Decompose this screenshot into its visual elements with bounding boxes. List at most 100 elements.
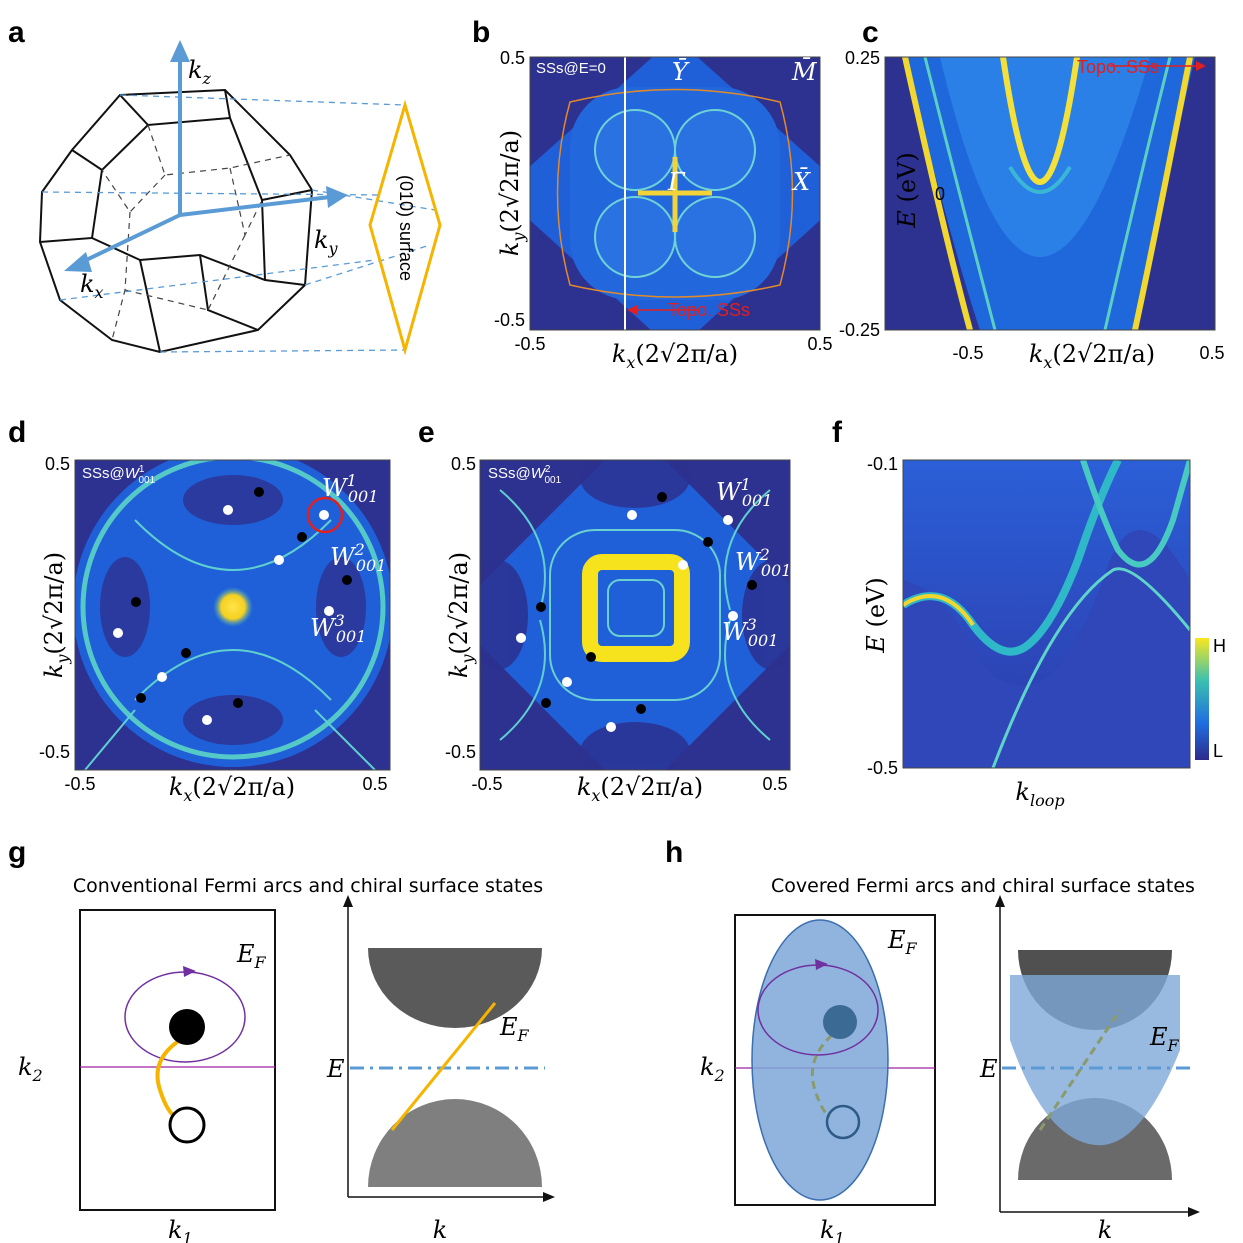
y-axis-label: ky(2√2π/a)	[445, 552, 477, 678]
sup: 1	[139, 464, 145, 475]
shape	[675, 197, 755, 277]
var: W	[716, 478, 743, 506]
shape	[157, 672, 167, 682]
shape	[140, 260, 160, 352]
panel-label: a	[8, 16, 25, 49]
var: E	[1149, 1023, 1168, 1051]
panel-f: f H L -0.1 -0.5 kloop E (eV)	[832, 416, 1226, 810]
fermi-arc	[158, 1040, 181, 1118]
heatmap	[903, 460, 1190, 768]
ef-label: EF	[499, 1013, 530, 1045]
var: k	[577, 773, 592, 801]
panel-a: a (010) surface kz ky kx	[8, 16, 440, 352]
y-tick-label: 0	[935, 184, 945, 204]
sub: loop	[1030, 791, 1065, 810]
var: E	[499, 1013, 518, 1041]
colorbar-label: H	[1213, 636, 1226, 656]
annotation: Topo. SSs	[1077, 57, 1159, 77]
y-tick-label: -0.5	[39, 742, 70, 762]
shape	[102, 170, 165, 212]
shape	[723, 515, 733, 525]
var: k	[80, 270, 95, 298]
point-label: X̄	[791, 168, 811, 196]
y-tick-label: 0.5	[451, 454, 476, 474]
covering-band	[1010, 975, 1180, 1145]
sub: x	[1043, 353, 1052, 372]
shape	[657, 492, 667, 502]
shape	[125, 290, 208, 310]
sub: x	[626, 353, 635, 372]
weyl-node	[170, 1108, 204, 1142]
x-tick-label: -0.5	[471, 774, 502, 794]
x-axis-label: kx(2√2π/a)	[1029, 340, 1155, 372]
shape	[468, 560, 528, 670]
var: W	[310, 614, 337, 642]
sub: F	[1167, 1036, 1180, 1055]
sub: x	[183, 786, 192, 805]
sub: 2	[714, 1066, 725, 1085]
shape	[208, 235, 245, 310]
point-label: Ȳ	[672, 58, 690, 86]
sub: z	[202, 69, 212, 88]
panel-label: f	[832, 416, 843, 449]
colorbar	[1195, 638, 1209, 760]
k-label: k	[1098, 1216, 1113, 1243]
panel-label: e	[418, 416, 435, 449]
loop-arrow	[183, 966, 196, 977]
valence-band	[368, 1099, 542, 1187]
sub: 001	[761, 561, 792, 580]
shape	[747, 580, 757, 590]
var: k	[445, 664, 473, 679]
prefix: SSs@	[488, 465, 531, 482]
shape	[72, 125, 148, 170]
x-axis-label: kloop	[1015, 778, 1064, 810]
point-label: Γ̄	[667, 168, 686, 196]
unit: (eV)	[862, 577, 890, 627]
panel-h: h Covered Fermi arcs and chiral surface …	[665, 836, 1200, 1243]
shape	[274, 555, 284, 565]
k1-label: k1	[820, 1216, 845, 1243]
ef-label: EF	[887, 926, 918, 958]
shape	[342, 575, 352, 585]
x-tick-label: -0.5	[64, 774, 95, 794]
colorbar-label: L	[1213, 741, 1223, 761]
shape	[60, 260, 375, 300]
k1-label: k1	[168, 1216, 193, 1243]
var: k	[1015, 778, 1030, 806]
var: E	[887, 926, 906, 954]
shape	[112, 212, 130, 340]
shape	[131, 597, 141, 607]
kx-label: kx	[80, 270, 104, 302]
shape	[230, 168, 262, 235]
var: k	[169, 773, 184, 801]
y-tick-label: -0.1	[867, 454, 898, 474]
shape	[326, 186, 348, 208]
shape	[536, 602, 546, 612]
x-axis-label: kx(2√2π/a)	[612, 340, 738, 372]
unit: (2√2π/a)	[445, 552, 473, 655]
var: E	[236, 940, 255, 968]
shape	[516, 633, 526, 643]
map-title: SSs@E=0	[536, 60, 606, 77]
shape	[183, 695, 283, 745]
var: E	[893, 210, 921, 229]
x-tick-label: 0.5	[362, 774, 387, 794]
sub: 1	[835, 1229, 845, 1243]
surface-label: (010) surface	[396, 175, 416, 281]
k2-label: k2	[700, 1053, 725, 1085]
x-tick-label: 0.5	[807, 334, 832, 354]
y-tick-label: 0.5	[45, 454, 70, 474]
shape	[223, 505, 233, 515]
e-label: E	[979, 1055, 998, 1083]
shape	[636, 704, 646, 714]
unit: (2√2π/a)	[496, 130, 524, 233]
var: E	[862, 635, 890, 654]
y-tick-label: 0.25	[845, 48, 880, 68]
y-axis-label: E (eV)	[862, 577, 890, 653]
var: k	[168, 1216, 183, 1243]
shape	[100, 557, 150, 657]
heatmap	[450, 430, 820, 800]
shape	[319, 510, 329, 520]
y-tick-label: -0.25	[839, 320, 880, 340]
